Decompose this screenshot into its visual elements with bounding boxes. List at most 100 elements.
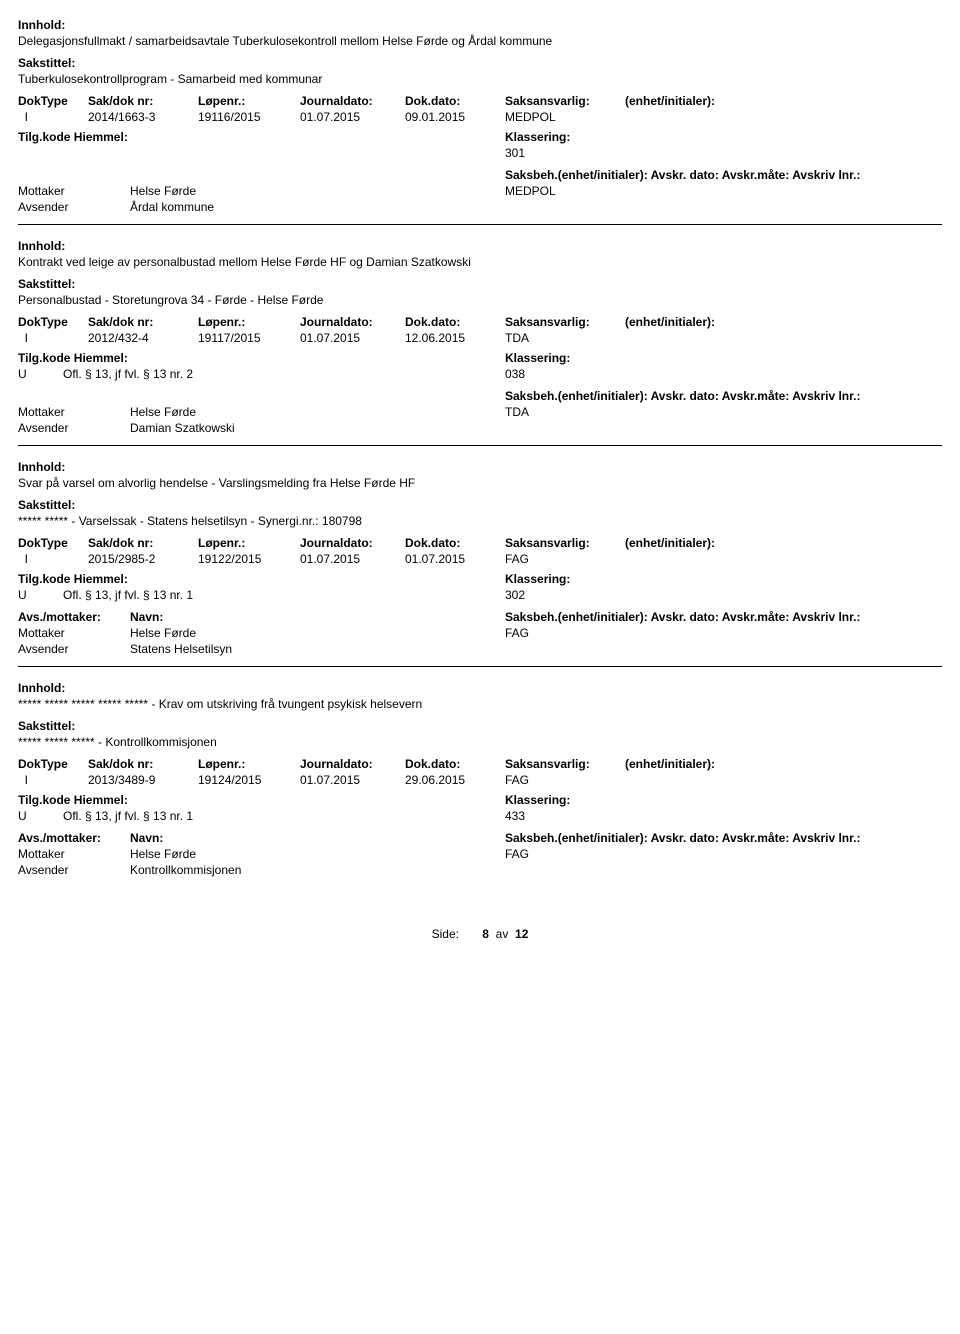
- val-dokdato: 12.06.2015: [405, 331, 505, 345]
- mottaker-role: Mottaker: [18, 184, 130, 198]
- val-saksansvarlig: TDA: [505, 331, 625, 345]
- avsender-name: Statens Helsetilsyn: [130, 642, 505, 656]
- hiemmel-value: Ofl. § 13, jf fvl. § 13 nr. 2: [63, 367, 193, 381]
- val-doktype: I: [18, 773, 88, 787]
- navn-label: [130, 389, 505, 403]
- avsender-role: Avsender: [18, 421, 130, 435]
- klassering-label: Klassering:: [505, 351, 570, 365]
- avsender-role: Avsender: [18, 863, 130, 877]
- sakstittel-label: Sakstittel:: [18, 277, 942, 291]
- hiemmel-value: Ofl. § 13, jf fvl. § 13 nr. 1: [63, 809, 193, 823]
- val-enhet: [625, 773, 785, 787]
- avsmottaker-label: Avs./mottaker:: [18, 831, 130, 845]
- col-doktype: DokType: [18, 315, 88, 329]
- val-saksansvarlig: FAG: [505, 552, 625, 566]
- val-enhet: [625, 331, 785, 345]
- klassering-value: 302: [505, 588, 525, 602]
- sakstittel-text: ***** ***** - Varselssak - Statens helse…: [18, 514, 942, 528]
- col-enhet: (enhet/initialer):: [625, 315, 785, 329]
- val-lopenr: 19124/2015: [198, 773, 300, 787]
- val-lopenr: 19116/2015: [198, 110, 300, 124]
- col-doktype: DokType: [18, 94, 88, 108]
- col-lopenr: Løpenr.:: [198, 757, 300, 771]
- val-dokdato: 09.01.2015: [405, 110, 505, 124]
- val-sakdok: 2013/3489-9: [88, 773, 198, 787]
- innhold-text: ***** ***** ***** ***** ***** - Krav om …: [18, 697, 942, 711]
- col-lopenr: Løpenr.:: [198, 315, 300, 329]
- val-saksansvarlig: FAG: [505, 773, 625, 787]
- col-saksansvarlig: Saksansvarlig:: [505, 536, 625, 550]
- val-doktype: I: [18, 331, 88, 345]
- mottaker-name: Helse Førde: [130, 184, 505, 198]
- navn-label: Navn:: [130, 610, 505, 624]
- val-sakdok: 2012/432-4: [88, 331, 198, 345]
- hiemmel-label: Hiemmel:: [74, 130, 128, 144]
- mottaker-role: Mottaker: [18, 847, 130, 861]
- col-journaldato: Journaldato:: [300, 94, 405, 108]
- mottaker-name: Helse Førde: [130, 405, 505, 419]
- col-dokdato: Dok.dato:: [405, 315, 505, 329]
- footer-page-number: 8: [482, 927, 489, 941]
- val-doktype: I: [18, 110, 88, 124]
- journal-record: Innhold:Delegasjonsfullmakt / samarbeids…: [18, 18, 942, 214]
- col-saksansvarlig: Saksansvarlig:: [505, 94, 625, 108]
- val-dokdato: 29.06.2015: [405, 773, 505, 787]
- tilgkode-label: Tilg.kode: [18, 793, 70, 807]
- col-journaldato: Journaldato:: [300, 315, 405, 329]
- avsmottaker-label: Avs./mottaker:: [18, 610, 130, 624]
- col-sakdok: Sak/dok nr:: [88, 536, 198, 550]
- innhold-text: Kontrakt ved leige av personalbustad mel…: [18, 255, 942, 269]
- tilgkode-label: Tilg.kode: [18, 130, 70, 144]
- col-sakdok: Sak/dok nr:: [88, 315, 198, 329]
- mottaker-role: Mottaker: [18, 405, 130, 419]
- footer-av: av: [492, 927, 511, 941]
- mottaker-name: Helse Førde: [130, 847, 505, 861]
- journal-record: Innhold: Kontrakt ved leige av personalbu…: [18, 239, 942, 435]
- col-doktype: DokType: [18, 536, 88, 550]
- val-journaldato: 01.07.2015: [300, 110, 405, 124]
- sakstittel-label: Sakstittel:: [18, 719, 942, 733]
- val-sakdok: 2014/1663-3: [88, 110, 198, 124]
- val-sakdok: 2015/2985-2: [88, 552, 198, 566]
- footer-side-label: Side:: [432, 927, 459, 941]
- sakstittel-label: Sakstittel:: [18, 498, 942, 512]
- saksbeh-label: Saksbeh.(enhet/initialer): Avskr. dato: …: [505, 168, 860, 182]
- avsender-name: Årdal kommune: [130, 200, 505, 214]
- col-saksansvarlig: Saksansvarlig:: [505, 315, 625, 329]
- hiemmel-label: Hiemmel:: [74, 793, 128, 807]
- journal-record: Innhold: ***** ***** ***** ***** ***** - …: [18, 681, 942, 877]
- val-dokdato: 01.07.2015: [405, 552, 505, 566]
- innhold-label: Innhold:: [18, 681, 942, 695]
- hiemmel-value: Ofl. § 13, jf fvl. § 13 nr. 1: [63, 588, 193, 602]
- col-dokdato: Dok.dato:: [405, 536, 505, 550]
- sakstittel-text: ***** ***** ***** - Kontrollkommisjonen: [18, 735, 942, 749]
- col-enhet: (enhet/initialer):: [625, 757, 785, 771]
- avsender-name: Damian Szatkowski: [130, 421, 505, 435]
- col-journaldato: Journaldato:: [300, 536, 405, 550]
- sakstittel-text: Tuberkulosekontrollprogram - Samarbeid m…: [18, 72, 942, 86]
- klassering-value: 301: [505, 146, 525, 160]
- klassering-label: Klassering:: [505, 572, 570, 586]
- sakstittel-text: Personalbustad - Storetungrova 34 - Førd…: [18, 293, 942, 307]
- klassering-label: Klassering:: [505, 130, 570, 144]
- innhold-text: Svar på varsel om alvorlig hendelse - Va…: [18, 476, 942, 490]
- col-doktype: DokType: [18, 757, 88, 771]
- innhold-label: Innhold:: [18, 239, 942, 253]
- col-sakdok: Sak/dok nr:: [88, 94, 198, 108]
- navn-label: Navn:: [130, 831, 505, 845]
- col-dokdato: Dok.dato:: [405, 94, 505, 108]
- col-enhet: (enhet/initialer):: [625, 94, 785, 108]
- mottaker-code: FAG: [505, 847, 529, 861]
- col-lopenr: Løpenr.:: [198, 536, 300, 550]
- tilgkode-value: U: [18, 367, 63, 381]
- tilgkode-value: U: [18, 809, 63, 823]
- mottaker-name: Helse Førde: [130, 626, 505, 640]
- tilgkode-label: Tilg.kode: [18, 351, 70, 365]
- klassering-value: 038: [505, 367, 525, 381]
- journal-record: Innhold:Svar på varsel om alvorlig hende…: [18, 460, 942, 656]
- val-journaldato: 01.07.2015: [300, 552, 405, 566]
- col-enhet: (enhet/initialer):: [625, 536, 785, 550]
- val-saksansvarlig: MEDPOL: [505, 110, 625, 124]
- sakstittel-label: Sakstittel:: [18, 56, 942, 70]
- mottaker-role: Mottaker: [18, 626, 130, 640]
